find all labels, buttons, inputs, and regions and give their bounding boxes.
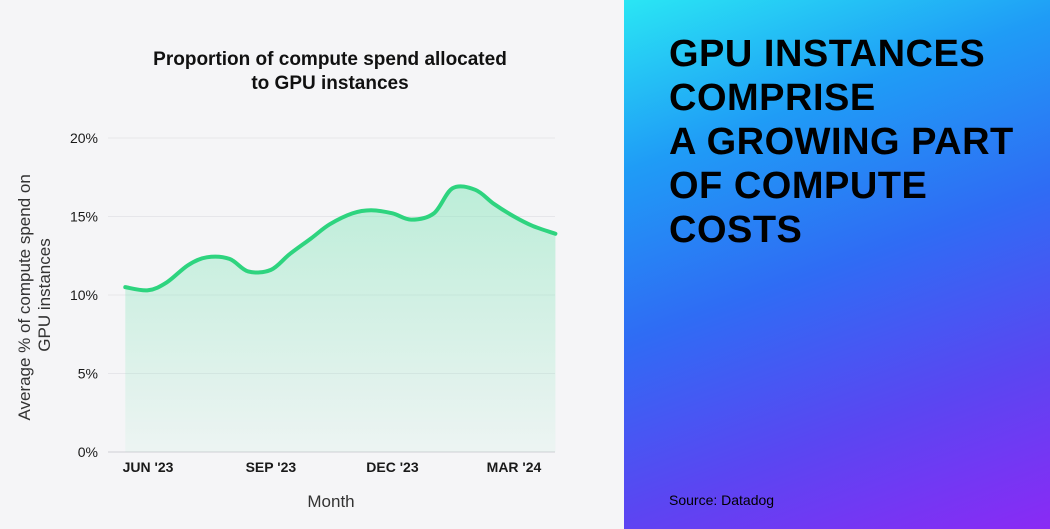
headline-line-4: OF COMPUTE xyxy=(669,165,928,207)
y-axis-title-line-2: GPU instances xyxy=(35,238,54,351)
series-line xyxy=(123,184,558,293)
y-axis-title: Average % of compute spend on GPU instan… xyxy=(15,169,54,420)
x-tick-labels: JUN '23 SEP '23 DEC '23 MAR '24 xyxy=(123,459,542,475)
area-fill xyxy=(125,186,556,453)
headline-line-5: COSTS xyxy=(669,209,803,251)
source-note: Source: Datadog xyxy=(669,492,775,508)
chart-panel: Proportion of compute spend allocated to… xyxy=(15,48,590,511)
y-tick-label: 5% xyxy=(78,366,98,382)
chart-title: Proportion of compute spend allocated to… xyxy=(70,48,590,96)
y-tick-label: 10% xyxy=(70,287,98,303)
x-tick-label: DEC '23 xyxy=(366,459,419,475)
chart-title-line-2: to GPU instances xyxy=(251,73,409,94)
area-chart: 0% 5% 10% 15% 20% JUN '23 SEP '23 DEC '23 MAR '… xyxy=(15,130,558,511)
headline-line-3: A GROWING PART xyxy=(669,121,1014,163)
y-tick-label: 20% xyxy=(70,130,98,146)
x-tick-label: MAR '24 xyxy=(487,459,542,475)
y-tick-label: 0% xyxy=(78,444,98,460)
headline-panel: GPU INSTANCES COMPRISE A GROWING PART OF… xyxy=(624,0,1050,529)
chart-title-line-1: Proportion of compute spend allocated xyxy=(153,49,507,70)
headline: GPU INSTANCES COMPRISE A GROWING PART OF… xyxy=(669,32,1039,252)
y-tick-label: 15% xyxy=(70,209,98,225)
x-tick-label: JUN '23 xyxy=(123,459,174,475)
x-tick-label: SEP '23 xyxy=(246,459,297,475)
x-axis-title: Month xyxy=(307,492,354,511)
headline-line-2: COMPRISE xyxy=(669,77,876,119)
y-tick-labels: 0% 5% 10% 15% 20% xyxy=(70,130,98,460)
y-axis-title-line-1: Average % of compute spend on xyxy=(15,174,34,420)
headline-line-1: GPU INSTANCES xyxy=(669,33,986,75)
